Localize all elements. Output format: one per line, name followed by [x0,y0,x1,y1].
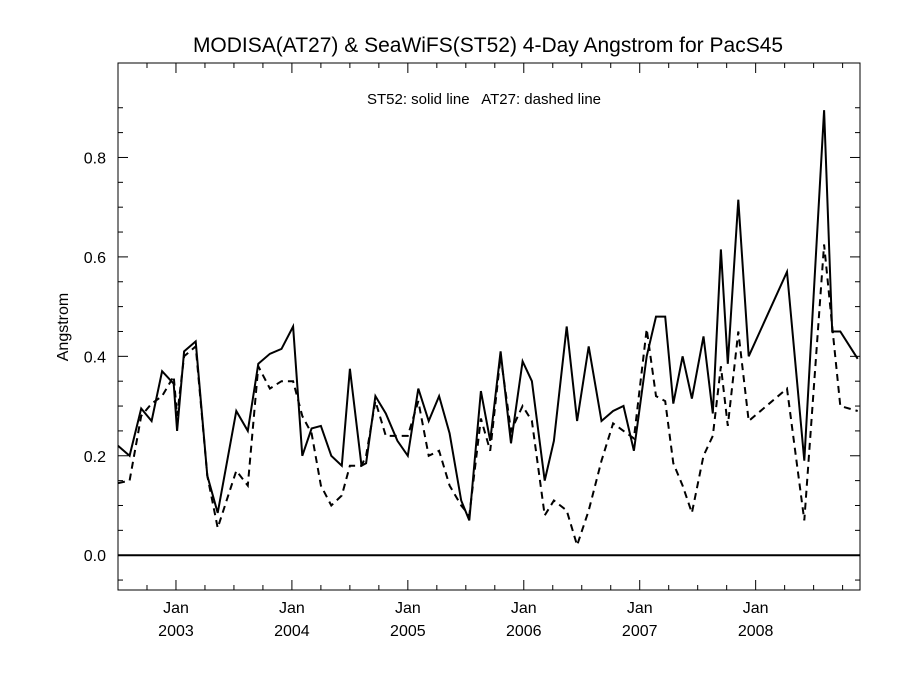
y-tick-label: 0.6 [84,250,106,267]
y-axis-label: Angstrom [55,293,72,361]
y-tick-label: 0.0 [84,548,106,565]
y-tick-label: 0.2 [84,449,106,466]
chart-title: MODISA(AT27) & SeaWiFS(ST52) 4-Day Angst… [193,34,783,57]
x-tick-year-label: 2008 [738,623,774,640]
x-tick-year-label: 2007 [622,623,658,640]
plot-frame [117,62,861,591]
legend-annotation: ST52: solid line AT27: dashed line [367,91,601,108]
x-tick-month-label: Jan [511,600,537,617]
y-tick-label: 0.4 [84,349,106,366]
x-tick-month-label: Jan [279,600,305,617]
x-tick-year-label: 2004 [274,623,310,640]
x-tick-year-label: 2005 [390,623,426,640]
x-tick-month-label: Jan [743,600,769,617]
y-tick-label: 0.8 [84,150,106,167]
x-tick-month-label: Jan [163,600,189,617]
x-tick-month-label: Jan [395,600,421,617]
series-line-at27 [117,244,858,549]
x-tick-month-label: Jan [627,600,653,617]
series-line-st52 [117,110,859,521]
x-tick-year-label: 2003 [158,623,194,640]
x-tick-year-label: 2006 [506,623,542,640]
